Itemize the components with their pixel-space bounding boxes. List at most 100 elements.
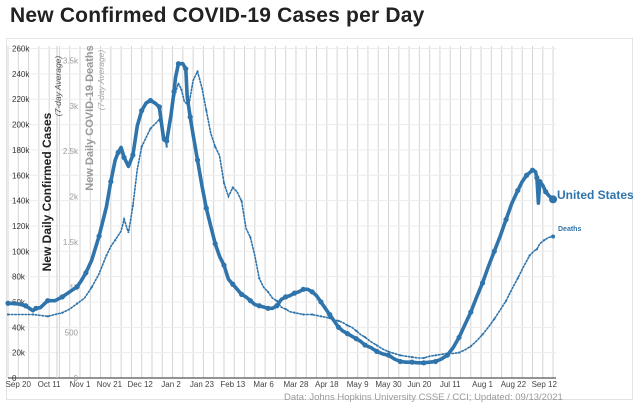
x-tick-label: Jul 11 (440, 380, 461, 389)
deaths-point (284, 307, 287, 311)
cases-point (385, 352, 392, 358)
deaths-point (174, 91, 177, 94)
x-tick-label: Apr 18 (315, 380, 339, 389)
cases-tick-label: 100k (12, 247, 30, 256)
deaths-point (375, 344, 378, 347)
deaths-point (311, 313, 314, 316)
cases-point (529, 167, 536, 173)
cases-point (524, 172, 530, 178)
deaths-point (90, 286, 93, 289)
cases-tick-label: 180k (12, 146, 30, 155)
deaths-point (149, 127, 152, 130)
x-tick-label: Mar 6 (253, 380, 274, 389)
cases-point (247, 298, 254, 304)
cases-point (256, 303, 262, 309)
cases-tick-label: 160k (12, 171, 30, 180)
x-tick-label: Aug 22 (501, 380, 527, 389)
cases-point (515, 187, 521, 194)
cases-point (83, 270, 89, 276)
deaths-point (240, 200, 243, 203)
cases-point (187, 114, 193, 120)
deaths-axis-sublabel: (7-day Average) (96, 50, 106, 111)
deaths-point (337, 319, 340, 322)
cases-point (121, 154, 127, 161)
deaths-tick-label: 2k (70, 193, 79, 202)
x-tick-label: Jun 20 (407, 380, 432, 389)
deaths-point (46, 315, 49, 318)
deaths-tick-label: 0 (74, 374, 79, 383)
cases-point (335, 324, 342, 330)
deaths-point (222, 181, 226, 185)
series-label-united-states: United States (557, 188, 634, 202)
deaths-point (457, 351, 461, 354)
deaths-point (543, 239, 546, 242)
deaths-point (258, 277, 261, 280)
cases-point (397, 358, 403, 365)
cases-tick-label: 240k (12, 70, 30, 79)
cases-axis-ticks: 020k40k60k80k100k120k140k160k180k200k220… (12, 45, 30, 383)
deaths-point (481, 333, 484, 336)
x-tick-label: May 9 (347, 380, 369, 389)
cases-tick-label: 260k (12, 45, 30, 54)
deaths-point (266, 290, 270, 293)
deaths-tick-label: 500 (65, 329, 79, 338)
page-title: New Confirmed COVID-19 Cases per Day (10, 4, 425, 27)
deaths-point (504, 299, 508, 302)
series-line-deaths (7, 69, 554, 359)
gridlines (7, 46, 556, 379)
cases-point (59, 294, 65, 300)
cases-point (468, 309, 474, 315)
cases-point (543, 189, 549, 195)
cases-endpoint (549, 195, 558, 204)
cases-point (183, 66, 189, 72)
x-tick-label: Sep 12 (532, 380, 558, 389)
cases-tick-label: 20k (12, 349, 26, 358)
cases-axis-label: New Daily Confirmed Cases (40, 112, 54, 271)
cases-point (291, 290, 298, 296)
x-axis-ticks: Sep 20 Oct 11 Nov 1 Nov 21 Dec 12 Jan 2 Jan 23… (6, 380, 558, 389)
cases-point (409, 359, 415, 365)
cases-point (96, 233, 102, 239)
cases-point (230, 281, 236, 287)
deaths-point (535, 248, 539, 251)
deaths-point (328, 317, 331, 320)
cases-point (130, 152, 136, 158)
cases-point (318, 299, 324, 305)
cases-point (503, 217, 509, 223)
cases-point (74, 284, 80, 290)
deaths-point (446, 352, 449, 355)
cases-point (139, 108, 145, 114)
cases-point (175, 61, 182, 67)
x-tick-label: Nov 21 (97, 380, 123, 389)
cases-point (421, 360, 427, 366)
deaths-point (61, 311, 64, 314)
deaths-tick-label: 3.5k (63, 57, 79, 66)
deaths-point (214, 145, 217, 148)
cases-point (344, 331, 350, 337)
deaths-point (346, 324, 349, 327)
deaths-point (205, 109, 208, 112)
chart-frame (6, 38, 633, 400)
deaths-point (249, 236, 252, 239)
x-tick-label: Nov 1 (70, 380, 91, 389)
deaths-point (302, 313, 305, 316)
cases-point (300, 286, 306, 292)
cases-point (374, 348, 380, 354)
deaths-point (105, 254, 108, 257)
cases-tick-label: 40k (12, 323, 26, 332)
cases-tick-label: 220k (12, 95, 30, 104)
cases-point (147, 97, 154, 104)
cases-tick-label: 200k (12, 121, 30, 130)
x-tick-label: Aug 1 (472, 380, 493, 389)
x-tick-label: Jan 2 (161, 380, 181, 389)
cases-point (156, 104, 162, 110)
x-tick-label: Jan 23 (190, 380, 215, 389)
cases-axis-sublabel: (7-day Average) (53, 56, 63, 117)
cases-point (537, 178, 543, 185)
cases-point (5, 300, 11, 306)
deaths-point (122, 218, 126, 221)
deaths-point (275, 299, 278, 302)
deaths-point (434, 354, 437, 357)
x-tick-label: Dec 12 (128, 380, 154, 389)
